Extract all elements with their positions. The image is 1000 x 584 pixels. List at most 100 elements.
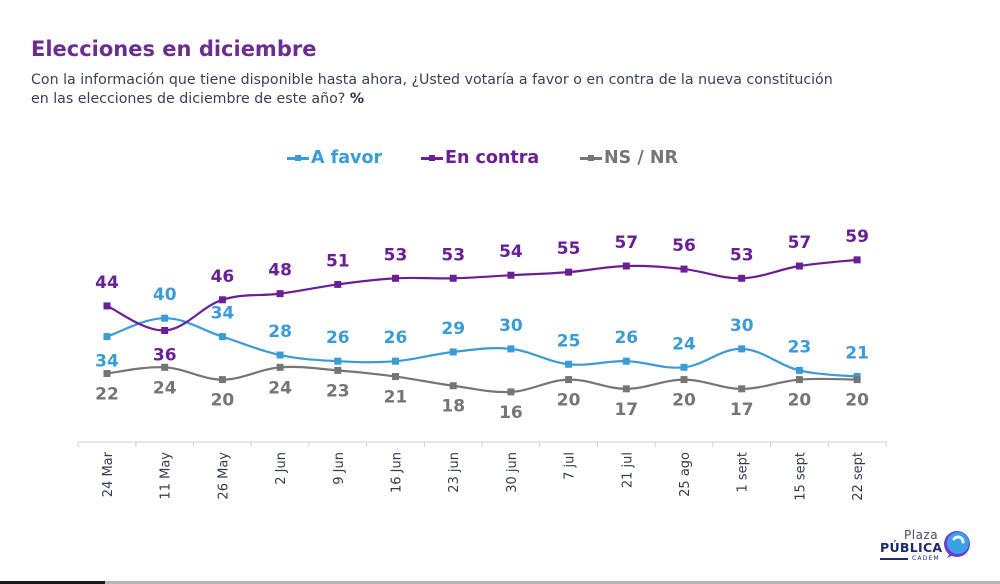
subtitle-unit: % [349,91,365,107]
data-label-ns-nr: 24 [268,378,292,398]
data-label-en-contra: 48 [268,261,292,281]
data-label-ns-nr: 22 [95,384,119,404]
x-tick-label: 9 Jun [332,452,347,485]
data-label-en-contra: 51 [326,251,350,271]
logo-underline [880,558,908,560]
data-label-en-contra: 53 [441,245,465,265]
speech-bubble-logo-icon [944,531,970,558]
data-point-ns-nr [507,388,515,396]
data-label-en-contra: 57 [614,233,638,253]
chart-legend: A favor En contra NS / NR [0,148,1000,174]
data-point-ns-nr [853,376,861,384]
data-point-en-contra [449,274,457,282]
data-label-ns-nr: 17 [730,400,754,420]
data-label-ns-nr: 17 [614,400,638,420]
data-point-ns-nr [795,376,803,384]
data-point-ns-nr [334,366,342,374]
chart-title: Elecciones en diciembre [31,37,317,61]
data-label-en-contra: 46 [211,267,235,287]
legend-item-a-favor: A favor [287,148,382,168]
x-tick-label: 1 sept [736,452,751,493]
legend-item-en-contra: En contra [421,148,539,168]
data-point-ns-nr [449,382,457,390]
data-point-en-contra [622,262,630,270]
legend-item-ns-nr: NS / NR [580,148,678,168]
data-label-ns-nr: 20 [788,391,812,411]
bottom-bar-dark-segment [0,581,105,584]
data-point-en-contra [334,280,342,288]
data-label-a-favor: 28 [268,322,292,342]
x-tick-label: 30 jun [505,452,520,493]
data-label-ns-nr: 16 [499,403,523,423]
data-point-a-favor [795,366,803,374]
data-point-ns-nr [276,363,284,371]
legend-label-en-contra: En contra [445,148,540,168]
data-label-en-contra: 44 [95,273,119,293]
data-point-ns-nr [622,385,630,393]
data-point-a-favor [680,363,688,371]
data-label-ns-nr: 20 [211,391,235,411]
data-label-a-favor: 25 [557,331,581,351]
data-point-a-favor [276,351,284,359]
data-label-a-favor: 34 [95,352,119,372]
data-label-ns-nr: 24 [153,378,177,398]
data-point-ns-nr [218,376,226,384]
data-label-en-contra: 56 [672,236,696,256]
data-label-a-favor: 23 [788,337,812,357]
data-point-a-favor [738,345,746,353]
data-point-en-contra [218,296,226,304]
data-label-en-contra: 53 [730,245,754,265]
data-label-ns-nr: 23 [326,381,350,401]
data-point-a-favor [218,333,226,341]
data-point-a-favor [161,314,169,322]
data-labels: 34 40 34 28 26 26 29 30 25 26 24 30 23 21 44 36 46 48 51 53… [95,227,869,423]
data-point-en-contra [853,256,861,264]
data-label-en-contra: 57 [788,233,812,253]
data-label-a-favor: 21 [845,344,869,364]
series-lines [103,256,861,396]
data-label-en-contra: 54 [499,242,523,262]
data-label-en-contra: 55 [557,239,581,259]
plaza-publica-cadem-logo: Plaza PÚBLICA CADEM [876,528,976,568]
data-point-en-contra [795,262,803,270]
subtitle-line-1: Con la información que tiene disponible … [31,72,833,88]
data-point-ns-nr [161,363,169,371]
data-point-ns-nr [103,369,111,377]
data-label-en-contra: 59 [845,227,869,247]
legend-label-a-favor: A favor [311,148,383,168]
x-tick-label: 21 jul [620,452,635,488]
data-point-a-favor [392,357,399,365]
data-point-ns-nr [565,376,573,384]
data-label-a-favor: 34 [211,304,235,324]
x-tick-label: 2 Jun [274,452,289,485]
series-line-ns-nr [106,365,858,394]
data-label-a-favor: 30 [730,316,754,336]
bottom-bar [0,581,1000,584]
logo-text-publica: PÚBLICA [880,540,943,555]
data-point-en-contra [161,326,169,334]
data-label-ns-nr: 20 [672,391,696,411]
legend-swatch-a-favor [287,154,309,161]
chart-subtitle: Con la información que tiene disponible … [31,71,931,109]
data-label-ns-nr: 21 [384,388,408,408]
x-tick-label: 11 May [159,452,174,500]
subtitle-line-2: en las elecciones de diciembre de este a… [31,91,346,107]
logo-text-plaza: Plaza [904,528,939,542]
legend-swatch-en-contra [421,154,443,161]
x-tick-label: 23 jun [447,452,462,493]
data-label-ns-nr: 20 [845,391,869,411]
x-axis: 24 Mar 11 May 26 May 2 Jun 9 Jun 16 Jun 23 jun… [77,441,887,501]
data-point-en-contra [392,274,399,282]
x-tick-label: 16 Jun [390,452,405,493]
data-point-a-favor [622,357,630,365]
x-tick-label: 7 jul [563,452,578,480]
data-label-a-favor: 29 [441,319,465,339]
data-point-en-contra [680,265,688,273]
x-tick-label: 24 Mar [101,451,116,497]
x-tick-label: 26 May [216,452,231,500]
data-label-a-favor: 24 [672,334,696,354]
data-label-en-contra: 36 [153,345,177,365]
data-point-a-favor [449,348,457,356]
data-label-ns-nr: 18 [441,397,465,417]
data-label-en-contra: 53 [384,245,408,265]
